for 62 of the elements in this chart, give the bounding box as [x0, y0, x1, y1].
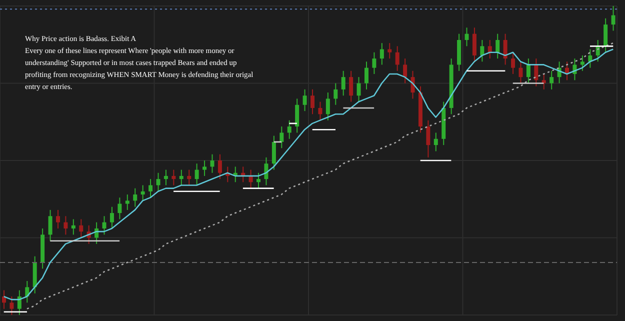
candlestick: [133, 188, 138, 208]
candlestick: [349, 70, 354, 102]
candlestick: [326, 92, 330, 121]
candlestick: [426, 120, 430, 158]
candlestick: [202, 160, 207, 176]
candlestick: [472, 27, 476, 62]
candlestick: [542, 73, 546, 90]
candlestick: [534, 58, 538, 87]
candlestick: [318, 101, 322, 121]
candlestick: [518, 61, 523, 84]
candlestick: [550, 70, 554, 90]
candlestick: [110, 206, 114, 229]
candlestick: [148, 178, 153, 198]
candlestick: [210, 154, 214, 174]
candlestick: [118, 197, 122, 220]
candlestick: [164, 169, 168, 186]
candlestick: [496, 33, 500, 60]
candlestick: [287, 120, 292, 140]
candlestick: [17, 290, 22, 315]
candlestick: [218, 154, 222, 180]
candlestick: [64, 216, 68, 236]
candlestick: [388, 42, 392, 60]
candlestick: [434, 132, 438, 152]
candlestick: [94, 222, 99, 244]
candlestick: [56, 209, 60, 229]
candlestick: [395, 46, 400, 72]
candlestick: [179, 169, 184, 186]
candlestick: [71, 218, 76, 236]
candlestick: [79, 218, 84, 238]
candlestick: [140, 184, 145, 202]
candlestick: [488, 39, 492, 60]
candlestick: [364, 61, 368, 90]
candlestick: [295, 98, 300, 134]
candlestick: [372, 52, 376, 74]
candlestick: [187, 169, 192, 186]
candlestick: [380, 42, 384, 66]
candlestick: [272, 135, 276, 170]
candlestick: [526, 58, 530, 84]
candlestick: [480, 39, 484, 62]
candlestick: [511, 52, 516, 74]
candlestick: [604, 18, 608, 53]
candlestick: [503, 33, 508, 66]
candlestick: [125, 194, 130, 210]
candlestick: [48, 209, 52, 242]
candlestick: [580, 54, 584, 72]
candlestick: [10, 296, 14, 315]
candlestick: [194, 163, 199, 186]
candlestick: [102, 216, 106, 236]
candlestick: [25, 280, 30, 304]
candlestick: [264, 156, 268, 186]
candlestick: [341, 70, 346, 96]
candlestick: [310, 88, 314, 115]
candlestick: [356, 76, 361, 102]
candlestick: [464, 27, 469, 47]
candlestick: [256, 172, 261, 189]
candlestick: [280, 126, 284, 149]
candlestick: [172, 169, 176, 186]
candlestick: [334, 82, 338, 106]
candlestick: [403, 58, 408, 84]
candlestick: [156, 172, 160, 192]
candlestick: [302, 88, 307, 112]
candlestick: [611, 6, 616, 32]
